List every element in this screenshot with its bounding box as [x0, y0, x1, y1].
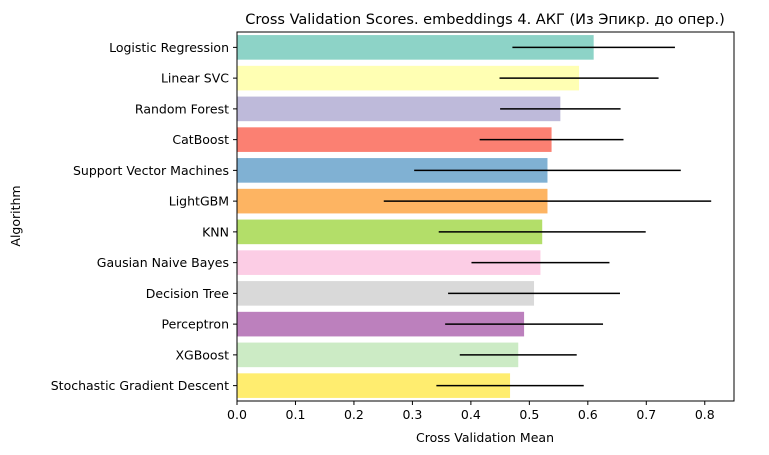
y-tick-label-1: Linear SVC [161, 71, 229, 86]
y-tick-label-2: Random Forest [135, 101, 229, 116]
y-tick-label-9: Perceptron [162, 317, 229, 332]
x-tick-label-0: 0.0 [227, 407, 247, 422]
y-tick-label-3: CatBoost [172, 132, 229, 147]
y-tick-label-8: Decision Tree [146, 286, 230, 301]
x-tick-label-8: 0.8 [695, 407, 715, 422]
y-tick-label-6: KNN [202, 224, 229, 239]
x-tick-label-5: 0.5 [519, 407, 539, 422]
y-tick-label-5: LightGBM [169, 194, 229, 209]
y-tick-label-10: XGBoost [175, 347, 229, 362]
x-axis-ticks: 0.0 0.1 0.2 0.3 0.4 0.5 0.6 0.7 0.8 [227, 401, 715, 422]
y-axis-label: Algorithm [8, 185, 23, 246]
x-tick-label-2: 0.2 [344, 407, 364, 422]
y-tick-label-4: Support Vector Machines [73, 163, 229, 178]
x-tick-label-3: 0.3 [402, 407, 422, 422]
y-tick-label-11: Stochastic Gradient Descent [51, 378, 229, 393]
y-axis-ticks: Logistic Regression Linear SVC Random Fore… [51, 40, 237, 393]
plot-area-frame [236, 31, 735, 402]
x-tick-label-6: 0.6 [578, 407, 598, 422]
x-tick-label-1: 0.1 [286, 407, 306, 422]
x-tick-label-7: 0.7 [636, 407, 656, 422]
y-tick-label-0: Logistic Regression [109, 40, 229, 55]
error-bars-layer [383, 46, 712, 387]
x-tick-label-4: 0.4 [461, 407, 481, 422]
y-tick-label-7: Gausian Naive Bayes [97, 255, 229, 270]
bars-layer [237, 35, 594, 398]
x-axis-label: Cross Validation Mean [416, 430, 554, 445]
chart-title: Cross Validation Scores. embeddings 4. А… [245, 12, 725, 28]
